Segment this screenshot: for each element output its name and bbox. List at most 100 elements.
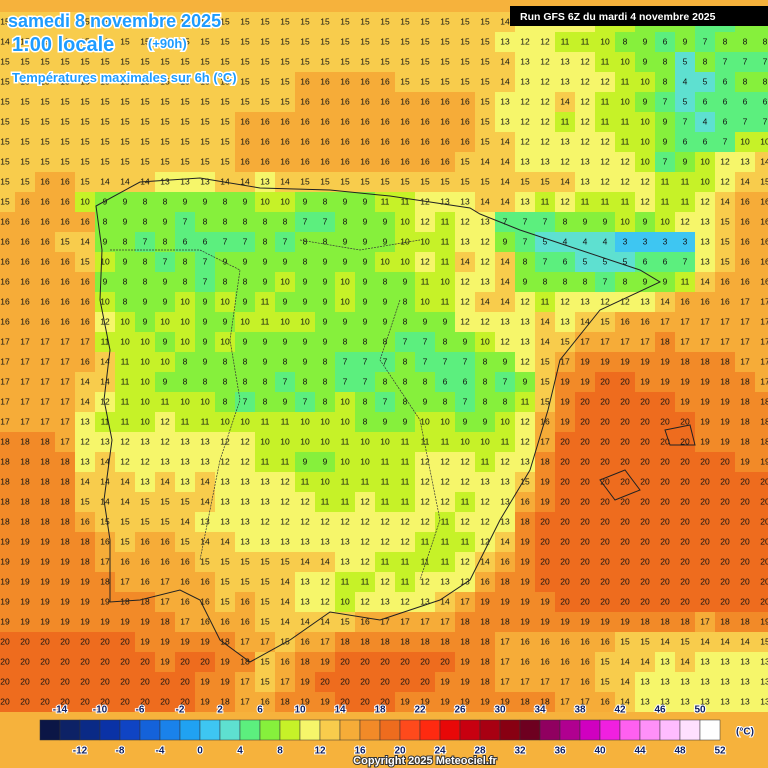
grid-cell xyxy=(275,512,295,532)
grid-value: 20 xyxy=(0,696,10,706)
grid-value: 20 xyxy=(380,656,390,666)
grid-value: 14 xyxy=(320,556,330,566)
grid-value: 18 xyxy=(480,656,490,666)
grid-cell xyxy=(115,192,135,212)
grid-value: 15 xyxy=(480,36,490,46)
grid-cell xyxy=(495,132,515,152)
grid-value: 12 xyxy=(160,436,170,446)
grid-cell xyxy=(375,112,395,132)
grid-cell xyxy=(275,372,295,392)
grid-value: 11 xyxy=(441,216,450,226)
grid-cell xyxy=(695,652,715,672)
grid-value: 7 xyxy=(703,36,708,46)
grid-cell xyxy=(695,52,715,72)
grid-value: 12 xyxy=(400,536,410,546)
grid-value: 19 xyxy=(460,676,470,686)
grid-value: 15 xyxy=(340,616,350,626)
grid-cell xyxy=(155,32,175,52)
grid-value: 17 xyxy=(740,296,750,306)
grid-cell xyxy=(575,32,595,52)
grid-value: 12 xyxy=(720,176,730,186)
grid-cell xyxy=(675,252,695,272)
grid-value: 8 xyxy=(263,236,268,246)
legend-box xyxy=(319,719,341,741)
grid-cell xyxy=(255,132,275,152)
grid-cell xyxy=(55,132,75,152)
grid-value: 12 xyxy=(280,496,290,506)
grid-value: 16 xyxy=(300,116,310,126)
grid-cell xyxy=(615,492,635,512)
grid-value: 15 xyxy=(0,116,10,126)
grid-value: 19 xyxy=(140,636,150,646)
grid-cell xyxy=(415,332,435,352)
grid-cell xyxy=(315,272,335,292)
grid-cell xyxy=(755,52,768,72)
grid-cell xyxy=(475,512,495,532)
grid-cell xyxy=(695,352,715,372)
grid-value: 20 xyxy=(640,416,650,426)
grid-cell xyxy=(115,52,135,72)
grid-value: 14 xyxy=(80,476,90,486)
grid-value: 16 xyxy=(760,256,768,266)
grid-cell xyxy=(755,412,768,432)
grid-value: 15 xyxy=(520,176,530,186)
grid-cell xyxy=(615,532,635,552)
grid-value: 19 xyxy=(440,696,450,706)
grid-value: 15 xyxy=(360,16,370,26)
grid-cell xyxy=(455,272,475,292)
grid-cell xyxy=(415,152,435,172)
grid-cell xyxy=(335,532,355,552)
grid-value: 19 xyxy=(760,456,768,466)
grid-cell xyxy=(655,372,675,392)
grid-cell xyxy=(315,312,335,332)
grid-cell xyxy=(195,352,215,372)
legend-label: -10 xyxy=(93,705,108,716)
grid-cell xyxy=(15,652,35,672)
grid-cell xyxy=(95,392,115,412)
grid-cell xyxy=(695,272,715,292)
grid-value: 12 xyxy=(460,556,470,566)
grid-cell xyxy=(555,512,575,532)
grid-value: 16 xyxy=(300,636,310,646)
grid-cell xyxy=(295,232,315,252)
grid-cell xyxy=(175,12,195,32)
grid-cell xyxy=(335,332,355,352)
grid-cell xyxy=(15,212,35,232)
grid-value: 4 xyxy=(703,116,708,126)
grid-cell xyxy=(595,192,615,212)
grid-cell xyxy=(475,332,495,352)
grid-value: 16 xyxy=(240,156,250,166)
grid-cell xyxy=(115,152,135,172)
grid-cell xyxy=(475,532,495,552)
grid-cell xyxy=(295,452,315,472)
grid-cell xyxy=(755,92,768,112)
grid-value: 9 xyxy=(263,276,268,286)
grid-cell xyxy=(215,192,235,212)
grid-cell xyxy=(155,352,175,372)
grid-cell xyxy=(155,12,175,32)
grid-value: 15 xyxy=(80,16,90,26)
grid-value: 18 xyxy=(340,636,350,646)
grid-cell xyxy=(335,632,355,652)
grid-cell xyxy=(0,112,15,132)
grid-value: 18 xyxy=(20,456,30,466)
grid-value: 13 xyxy=(640,676,650,686)
grid-value: 20 xyxy=(640,456,650,466)
grid-value: 20 xyxy=(620,456,630,466)
grid-value: 8 xyxy=(403,296,408,306)
grid-cell xyxy=(575,492,595,512)
legend-box xyxy=(579,719,601,741)
grid-value: 20 xyxy=(640,436,650,446)
grid-value: 12 xyxy=(360,536,370,546)
grid-cell xyxy=(355,532,375,552)
grid-value: 15 xyxy=(40,156,50,166)
grid-cell xyxy=(655,572,675,592)
grid-value: 9 xyxy=(323,256,328,266)
grid-cell xyxy=(515,212,535,232)
grid-cell xyxy=(155,252,175,272)
grid-cell xyxy=(175,52,195,72)
grid-cell xyxy=(435,272,455,292)
grid-cell xyxy=(155,212,175,232)
grid-cell xyxy=(455,292,475,312)
grid-value: 12 xyxy=(360,596,370,606)
